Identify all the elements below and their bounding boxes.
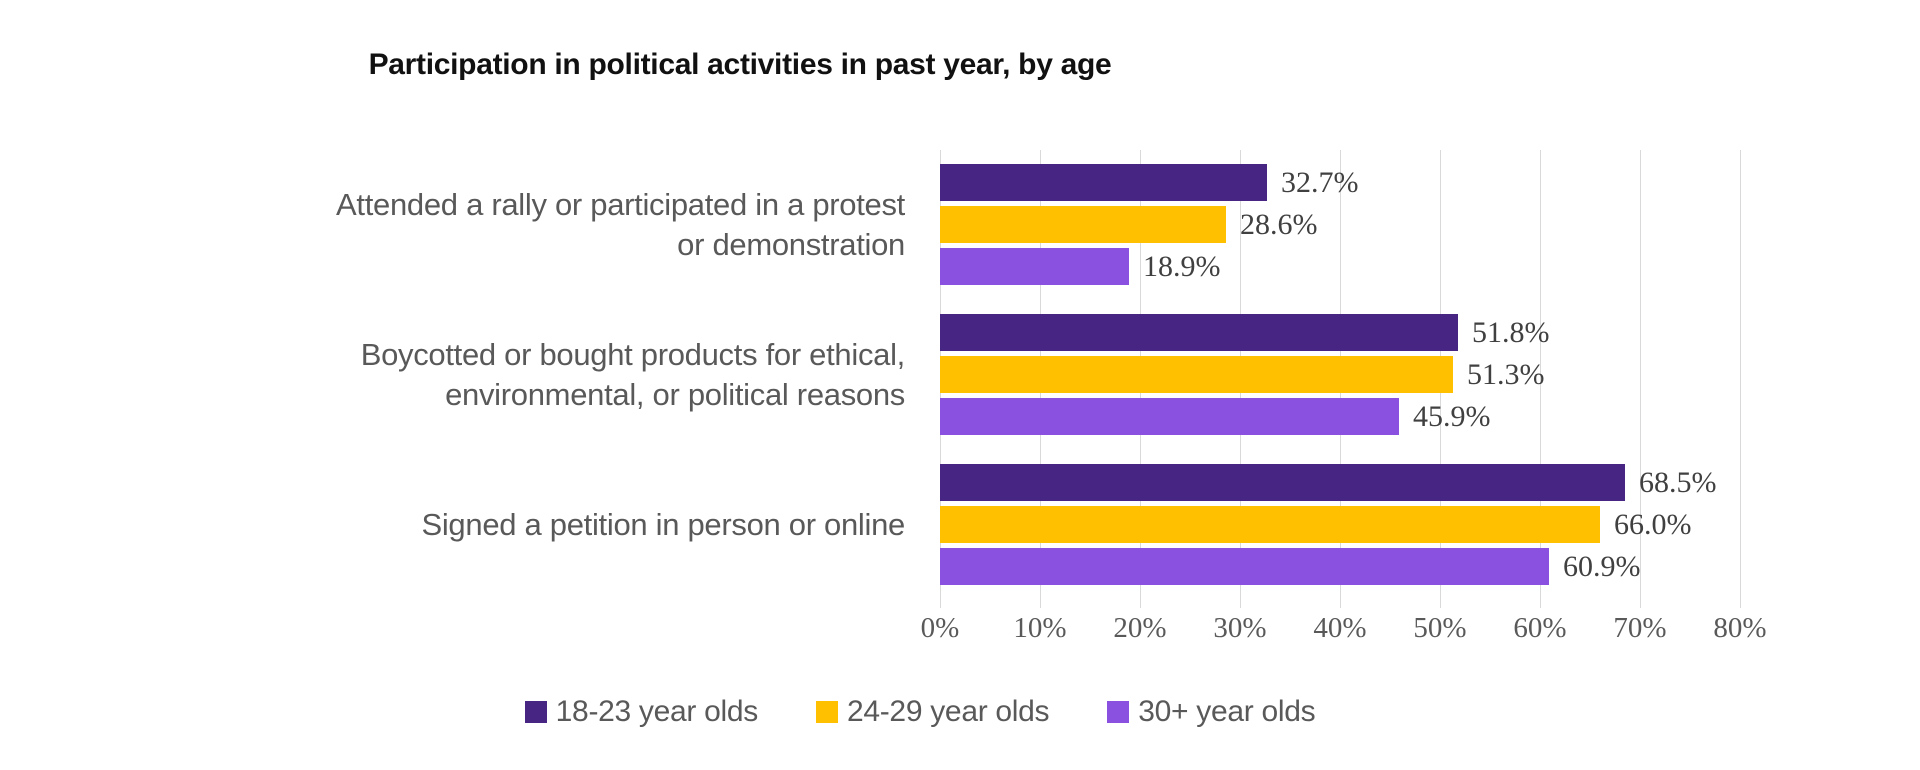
category-label-line: environmental, or political reasons <box>445 377 905 412</box>
bar-group: 68.5% 66.0% 60.9% <box>940 450 1800 600</box>
x-axis: 0% 10% 20% 30% 40% 50% 60% 70% 80% <box>921 612 1800 652</box>
x-axis-tick-label: 30% <box>1213 612 1267 644</box>
gridline <box>1640 150 1641 608</box>
x-axis-tick-label: 20% <box>1113 612 1167 644</box>
x-axis-tick-label: 0% <box>920 612 960 644</box>
bar-row: 51.8% <box>940 314 1800 351</box>
x-axis-tick-label: 50% <box>1413 612 1467 644</box>
category-axis: Attended a rally or participated in a pr… <box>90 150 905 600</box>
category-label: Signed a petition in person or online <box>90 450 905 600</box>
bar-row: 66.0% <box>940 506 1800 543</box>
category-label: Boycotted or bought products for ethical… <box>90 300 906 450</box>
bar-row: 28.6% <box>940 206 1800 243</box>
legend: 18-23 year olds 24-29 year olds 30+ year o… <box>90 695 1750 729</box>
legend-item: 24-29 year olds <box>815 695 1050 729</box>
legend-item: 18-23 year olds <box>524 695 759 729</box>
chart-body: Attended a rally or participated in a pr… <box>90 150 1800 608</box>
category-label-line: Attended a rally or participated in a pr… <box>336 187 905 222</box>
category-label-line: or demonstration <box>677 227 905 262</box>
bar-row: 51.3% <box>940 356 1800 393</box>
legend-swatch-icon <box>1107 701 1130 723</box>
data-label: 18.9% <box>1143 249 1221 283</box>
data-label: 60.9% <box>1563 549 1641 583</box>
x-axis-tick-label: 60% <box>1513 612 1567 644</box>
legend-swatch-icon <box>815 701 838 723</box>
data-label: 32.7% <box>1281 165 1359 199</box>
gridline <box>1740 150 1741 608</box>
bar <box>940 206 1226 243</box>
bar <box>940 548 1549 585</box>
data-label: 45.9% <box>1413 399 1491 433</box>
bar-row: 18.9% <box>940 248 1800 285</box>
category-label-line: Boycotted or bought products for ethical… <box>360 337 906 372</box>
legend-label: 30+ year olds <box>1138 695 1316 728</box>
data-label: 51.8% <box>1472 315 1550 349</box>
bar-row: 60.9% <box>940 548 1800 585</box>
gridline <box>1540 150 1541 608</box>
bar <box>940 398 1399 435</box>
bar <box>940 506 1600 543</box>
category-label-line: Signed a petition in person or online <box>421 507 905 542</box>
x-axis-tick-label: 40% <box>1313 612 1367 644</box>
bar <box>940 164 1267 201</box>
bar-row: 32.7% <box>940 164 1800 201</box>
legend-swatch-icon <box>524 701 547 723</box>
bar-groups: 32.7% 28.6% 18.9% 51.8% 51.3% 45.9% 68.5% 66.0%… <box>940 150 1800 600</box>
category-label: Attended a rally or participated in a pr… <box>90 150 905 300</box>
x-axis-tick-label: 70% <box>1613 612 1667 644</box>
x-axis-tick-label: 80% <box>1713 612 1767 644</box>
data-label: 66.0% <box>1614 507 1692 541</box>
bar-row: 45.9% <box>940 398 1800 435</box>
bar-group: 32.7% 28.6% 18.9% <box>940 150 1800 300</box>
x-axis-tick-label: 10% <box>1013 612 1067 644</box>
plot-area: 32.7% 28.6% 18.9% 51.8% 51.3% 45.9% 68.5% 66.0%… <box>940 150 1800 608</box>
bar <box>940 464 1625 501</box>
legend-label: 24-29 year olds <box>846 695 1050 728</box>
bar <box>940 248 1129 285</box>
bar-row: 68.5% <box>940 464 1800 501</box>
bar <box>940 356 1453 393</box>
chart-title: Participation in political activities in… <box>368 48 1112 81</box>
legend-item: 30+ year olds <box>1107 695 1316 729</box>
legend-label: 18-23 year olds <box>555 695 759 728</box>
data-label: 28.6% <box>1240 207 1318 241</box>
bar-group: 51.8% 51.3% 45.9% <box>940 300 1800 450</box>
bar <box>940 314 1458 351</box>
data-label: 68.5% <box>1639 465 1717 499</box>
data-label: 51.3% <box>1467 357 1545 391</box>
